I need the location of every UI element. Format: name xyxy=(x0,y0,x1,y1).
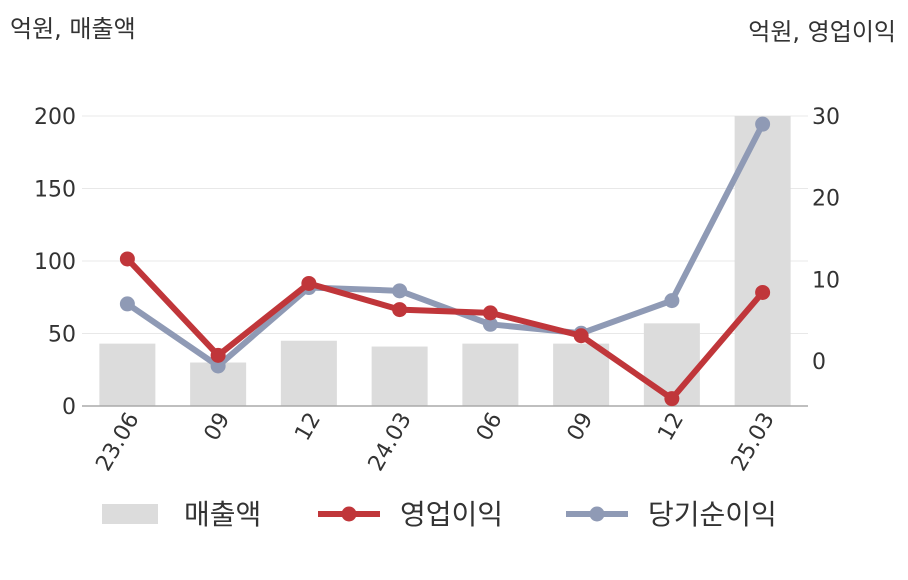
data-point xyxy=(664,293,680,309)
bar xyxy=(99,343,156,406)
data-point xyxy=(392,283,408,299)
bar xyxy=(371,346,428,406)
data-point xyxy=(210,358,226,374)
legend-label: 매출액 xyxy=(184,498,261,531)
data-point xyxy=(119,251,135,267)
legend-swatch-bar xyxy=(102,504,158,524)
x-tick-label: 06 xyxy=(472,409,508,446)
bar xyxy=(462,343,519,406)
left-axis-ticks: 0 50 100 150 200 xyxy=(34,105,76,420)
right-tick-label: 10 xyxy=(812,268,840,293)
data-point xyxy=(482,316,498,332)
legend-item: 매출액 xyxy=(102,498,261,531)
left-tick-label: 200 xyxy=(34,105,76,130)
data-point xyxy=(573,328,589,344)
line-series xyxy=(119,116,771,407)
x-tick-label: 23.06 xyxy=(91,409,144,476)
x-tick-label: 09 xyxy=(200,409,236,446)
left-tick-label: 150 xyxy=(34,178,76,203)
grid-lines xyxy=(82,115,808,334)
legend-item: 영업이익 xyxy=(318,498,503,531)
data-point xyxy=(301,275,317,291)
right-axis-ticks: 0 10 20 30 xyxy=(812,105,840,375)
x-tick-label: 12 xyxy=(290,409,326,446)
data-point xyxy=(482,305,498,321)
series-line xyxy=(124,255,766,402)
bar xyxy=(553,343,610,406)
x-axis-ticks: 23.06 09 12 24.03 06 09 12 25.03 xyxy=(91,409,779,476)
right-axis-unit-label: 억원, 영업이익 xyxy=(748,18,896,46)
data-point xyxy=(392,302,408,318)
data-point xyxy=(119,296,135,312)
legend: 매출액 영업이익 당기순이익 xyxy=(102,498,777,531)
x-tick-label: 09 xyxy=(563,409,599,446)
x-tick-label: 25.03 xyxy=(727,409,780,476)
legend-swatch-marker xyxy=(589,506,605,522)
data-point xyxy=(664,391,680,407)
bar xyxy=(280,340,337,406)
x-tick-label: 24.03 xyxy=(364,409,417,476)
left-axis-unit-label: 억원, 매출액 xyxy=(10,15,136,43)
data-point xyxy=(755,284,771,300)
bar-series-revenue xyxy=(99,116,791,406)
right-tick-label: 0 xyxy=(812,350,826,375)
legend-label: 당기순이익 xyxy=(648,498,777,531)
series-line xyxy=(124,121,766,369)
legend-swatch-marker xyxy=(341,506,357,522)
right-tick-label: 20 xyxy=(812,187,840,212)
left-tick-label: 100 xyxy=(34,250,76,275)
x-tick-label: 12 xyxy=(653,409,689,446)
legend-item: 당기순이익 xyxy=(566,498,777,531)
line-series-operating-profit xyxy=(119,251,771,407)
data-point xyxy=(210,347,226,363)
left-tick-label: 50 xyxy=(48,323,76,348)
data-point xyxy=(755,116,771,132)
left-tick-label: 0 xyxy=(62,395,76,420)
legend-label: 영업이익 xyxy=(400,498,503,531)
right-tick-label: 30 xyxy=(812,105,840,130)
